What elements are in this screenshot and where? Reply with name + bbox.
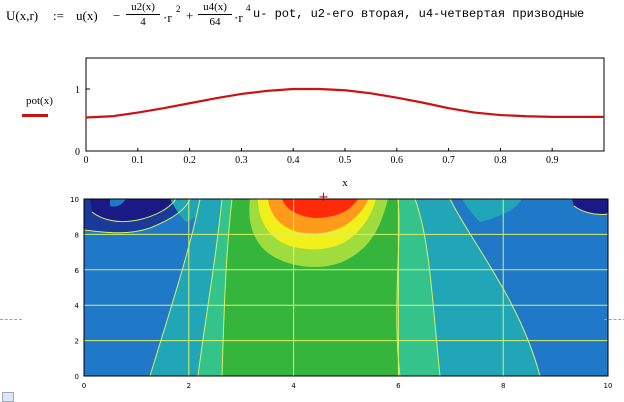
contour-blob-right-navy [572, 199, 608, 215]
contour-x-tick-label: 6 [396, 382, 401, 390]
line-plot-y-ticks: 01 [75, 85, 90, 158]
legend-label: pot(x) [26, 95, 53, 107]
legend-line-swatch [22, 114, 48, 117]
contour-level-8 [282, 199, 358, 218]
y-tick-label: 0 [75, 147, 80, 158]
contour-y-tick-label: 4 [75, 302, 80, 310]
contour-y-tick-label: 10 [70, 196, 79, 204]
contour-blob-topleft-blue [110, 199, 126, 207]
page-break-right [604, 319, 624, 320]
x-tick-label: 0.5 [339, 155, 352, 166]
formula-lhs: U(x,r) [6, 8, 39, 23]
contour-y-tick-label: 0 [75, 373, 79, 381]
contour-x-tick-label: 10 [604, 382, 613, 390]
formula-frac-u4-den: 64 [209, 16, 221, 28]
contour-band-right-teal [462, 199, 522, 222]
crosshair-marker[interactable]: + [318, 190, 329, 205]
formula-u: u(x) [76, 8, 98, 23]
x-tick-label: 0.3 [235, 155, 248, 166]
formula-frac-u4: u4(x) 64 [198, 0, 232, 29]
contour-y-tick-label: 6 [75, 267, 80, 275]
x-tick-label: 0.7 [442, 155, 455, 166]
formula-pow2: 4 [246, 3, 251, 13]
formula-frac-u2-num: u2(x) [126, 0, 160, 15]
contour-x-tick-label: 2 [187, 382, 191, 390]
series-line-pot [85, 87, 604, 119]
x-tick-label: 0.8 [494, 155, 507, 166]
formula-r1: ·r [163, 10, 172, 25]
page-break-left [0, 319, 22, 320]
contour-x-tick-label: 0 [82, 382, 86, 390]
formula-r2: ·r [234, 10, 243, 25]
formula-plus: + [186, 8, 194, 23]
formula-frac-u2: u2(x) 4 [126, 0, 160, 29]
x-tick-label: 0 [84, 155, 89, 166]
x-tick-label: 0.1 [132, 155, 145, 166]
contour-fill [84, 199, 608, 376]
contour-grid [84, 199, 608, 376]
x-tick-label: 0.4 [287, 155, 300, 166]
formula-frac-u4-num: u4(x) [198, 0, 232, 15]
x-axis-label: x [342, 177, 348, 189]
y-tick-label: 1 [75, 85, 80, 96]
formula-pow1: 2 [176, 4, 181, 14]
contour-frame [83, 198, 609, 377]
contour-band-top-left-teal [170, 199, 212, 222]
x-tick-label: 0.9 [546, 155, 559, 166]
contour-y-tick-label: 8 [75, 231, 79, 239]
contour-x-tick-label: 8 [501, 382, 505, 390]
contour-x-ticks: 0 2 4 6 8 10 [82, 382, 613, 390]
comment-text: u- pot, u2-его вторая, u4-четвертая приз… [253, 7, 585, 21]
contour-y-ticks: 0 2 4 6 8 10 [70, 196, 79, 381]
contour-y-tick-label: 2 [75, 338, 79, 346]
contour-x-tick-label: 4 [291, 382, 296, 390]
formula-frac-u2-den: 4 [140, 16, 146, 28]
x-tick-label: 0.6 [391, 155, 404, 166]
x-tick-label: 0.2 [183, 155, 196, 166]
line-plot-x-ticks: 0 0.1 0.2 0.3 0.4 0.5 0.6 0.7 0.8 0.9 [84, 148, 559, 166]
formula-minus: − [113, 8, 121, 23]
formula-assign: := [53, 8, 64, 23]
